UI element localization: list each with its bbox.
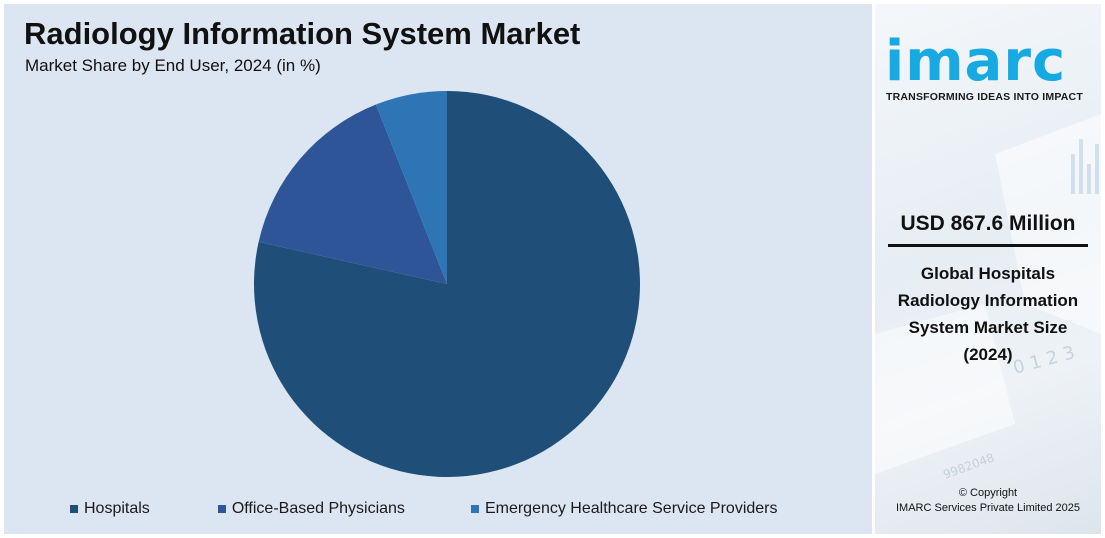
legend-item-hospitals: Hospitals [70, 500, 150, 518]
pie-slice-hospitals [254, 91, 640, 478]
chart-title: Radiology Information System Market [24, 16, 581, 51]
chart-panel: Radiology Information System Market Mark… [4, 4, 872, 534]
legend-item-office-based-physicians: Office-Based Physicians [217, 500, 405, 518]
legend-swatch [470, 505, 479, 513]
legend-swatch [70, 505, 78, 513]
pie-chart [254, 91, 640, 478]
imarc-logo: imarc [885, 29, 1067, 94]
info-panel: 0 1 2 3 9982048 imarc TRANSFORMING IDEAS… [875, 4, 1101, 534]
legend-label: Hospitals [84, 500, 150, 517]
legend-label: Office-Based Physicians [231, 500, 405, 517]
svg-text:9982048: 9982048 [941, 450, 996, 481]
legend-label: Emergency Healthcare Service Providers [484, 500, 778, 517]
background-decoration: 0 1 2 3 9982048 [875, 114, 1101, 482]
copyright-company: IMARC Services Private Limited 2025 [895, 502, 1080, 514]
copyright: © Copyright IMARC Services Private Limit… [875, 486, 1101, 516]
divider [888, 244, 1088, 247]
pie-slice-emergency-providers [375, 91, 447, 284]
legend-swatch [217, 505, 226, 513]
copyright-line: © Copyright [958, 487, 1018, 499]
market-size-value: USD 867.6 Million [900, 212, 1076, 235]
chart-subtitle: Market Share by End User, 2024 (in %) [25, 56, 321, 75]
chart-legend: Hospitals Office-Based Physicians Emerge… [70, 497, 778, 521]
market-size-description: Global Hospitals Radiology Information S… [897, 264, 1079, 364]
pie-slice-office-based-physicians [258, 104, 447, 285]
logo-tagline: TRANSFORMING IDEAS INTO IMPACT [886, 91, 1083, 103]
legend-item-emergency-providers: Emergency Healthcare Service Providers [470, 500, 778, 518]
